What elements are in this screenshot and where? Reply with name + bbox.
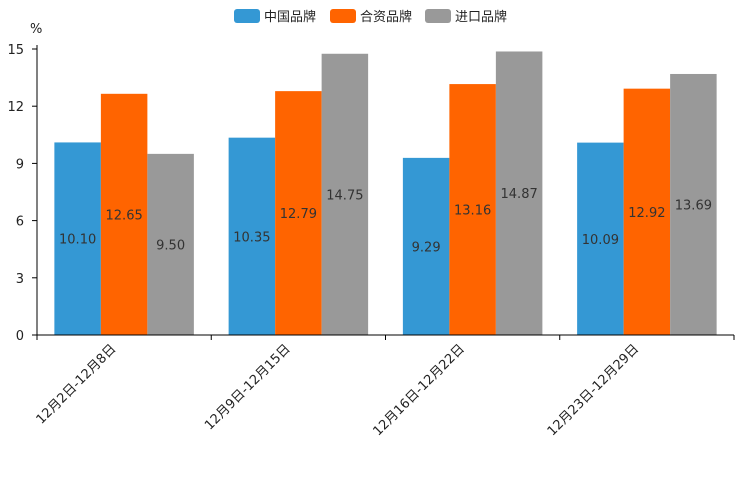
legend: 中国品牌 合资品牌 进口品牌 xyxy=(234,9,507,25)
x-tick-label: 12月16日-12月22日 xyxy=(370,342,467,439)
bars: 10.10 12.65 9.50 10.35 12.79 14.75 9.29 13.16 14… xyxy=(54,51,717,336)
legend-label: 进口品牌 xyxy=(455,9,507,25)
bar xyxy=(100,93,148,335)
y-tick-label: 3 xyxy=(16,272,24,287)
x-tick-label-group: 12月2日-12月8日 xyxy=(34,342,120,428)
bar xyxy=(402,157,450,335)
bar xyxy=(321,53,369,336)
y-tick-label: 9 xyxy=(16,157,24,172)
bar xyxy=(228,137,276,335)
bar-value-label: 9.50 xyxy=(156,238,185,253)
bar xyxy=(275,91,322,336)
x-tick-label: 12月23日-12月29日 xyxy=(545,342,642,439)
legend-swatch xyxy=(330,9,356,23)
bar xyxy=(577,142,624,335)
bar-value-label: 10.35 xyxy=(233,230,270,245)
x-tick-label: 12月2日-12月8日 xyxy=(34,342,120,428)
legend-label: 中国品牌 xyxy=(264,9,316,25)
legend-label: 合资品牌 xyxy=(360,9,412,25)
y-axis-unit-label: % xyxy=(30,22,42,37)
y-tick-label: 6 xyxy=(16,215,24,230)
legend-swatch xyxy=(234,9,260,23)
x-tick-label-group: 12月23日-12月29日 xyxy=(545,342,642,439)
legend-swatch xyxy=(425,9,451,23)
bar xyxy=(623,88,671,336)
bar xyxy=(54,142,101,335)
y-tick-label: 0 xyxy=(16,329,24,344)
bar xyxy=(670,73,717,336)
bar-value-label: 10.10 xyxy=(59,233,96,248)
bar-value-label: 13.16 xyxy=(454,204,491,219)
y-axis: 0 3 6 9 12 15 xyxy=(7,43,38,344)
bar xyxy=(449,84,496,335)
bar-value-label: 14.87 xyxy=(501,187,538,202)
x-axis: 12月2日-12月8日 12月9日-12月15日 12月16日-12月22日 12月2… xyxy=(34,334,735,439)
bar-value-label: 13.69 xyxy=(675,198,712,213)
bar xyxy=(147,153,194,335)
bar-value-label: 12.65 xyxy=(106,208,143,223)
x-tick-label-group: 12月16日-12月22日 xyxy=(370,342,467,439)
bar-value-label: 12.79 xyxy=(280,207,317,222)
bar xyxy=(495,51,543,335)
y-tick-label: 12 xyxy=(7,100,24,115)
bar-value-label: 9.29 xyxy=(412,240,441,255)
x-tick-label-group: 12月9日-12月15日 xyxy=(202,342,294,434)
y-tick-label: 15 xyxy=(7,43,24,58)
bar-value-label: 12.92 xyxy=(628,206,665,221)
x-tick-label: 12月9日-12月15日 xyxy=(202,342,294,434)
bar-value-label: 14.75 xyxy=(326,188,363,203)
bar-value-label: 10.09 xyxy=(582,233,619,248)
